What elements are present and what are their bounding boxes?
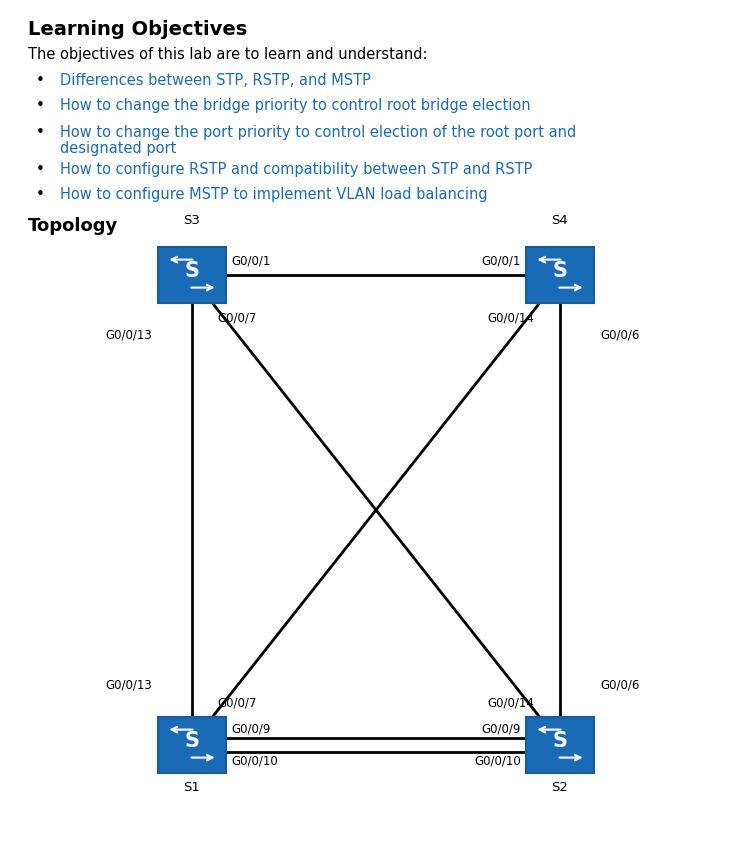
Text: S: S [553, 731, 568, 751]
Text: The objectives of this lab are to learn and understand:: The objectives of this lab are to learn … [28, 47, 427, 62]
Text: G0/0/10: G0/0/10 [231, 755, 277, 768]
Text: S1: S1 [184, 781, 200, 794]
Text: G0/0/6: G0/0/6 [600, 328, 640, 341]
Text: S: S [553, 261, 568, 280]
Text: S: S [184, 731, 200, 751]
FancyBboxPatch shape [158, 717, 226, 773]
FancyBboxPatch shape [526, 247, 594, 303]
Text: G0/0/9: G0/0/9 [482, 722, 521, 735]
Text: G0/0/9: G0/0/9 [231, 722, 271, 735]
Text: G0/0/14: G0/0/14 [488, 696, 534, 709]
Text: •: • [36, 162, 45, 177]
Text: G0/0/1: G0/0/1 [231, 254, 271, 267]
Text: •: • [36, 187, 45, 202]
Text: Topology: Topology [28, 217, 118, 235]
Text: How to configure MSTP to implement VLAN load balancing: How to configure MSTP to implement VLAN … [60, 187, 488, 202]
Text: G0/0/6: G0/0/6 [600, 679, 640, 692]
Text: Differences between STP, RSTP, and MSTP: Differences between STP, RSTP, and MSTP [60, 73, 371, 88]
Text: G0/0/7: G0/0/7 [218, 696, 257, 709]
Text: G0/0/10: G0/0/10 [474, 755, 521, 768]
Text: S2: S2 [552, 781, 569, 794]
Text: How to configure RSTP and compatibility between STP and RSTP: How to configure RSTP and compatibility … [60, 162, 532, 177]
Text: •: • [36, 125, 45, 140]
Text: G0/0/13: G0/0/13 [105, 328, 152, 341]
Text: Learning Objectives: Learning Objectives [28, 20, 247, 39]
Text: S4: S4 [552, 214, 569, 227]
Text: How to change the bridge priority to control root bridge election: How to change the bridge priority to con… [60, 98, 531, 113]
Text: S3: S3 [184, 214, 200, 227]
Text: •: • [36, 98, 45, 113]
Text: designated port: designated port [60, 141, 176, 156]
Text: S: S [184, 261, 200, 280]
FancyBboxPatch shape [158, 247, 226, 303]
Text: G0/0/7: G0/0/7 [218, 311, 257, 324]
Text: How to change the port priority to control election of the root port and: How to change the port priority to contr… [60, 125, 576, 140]
Text: G0/0/13: G0/0/13 [105, 679, 152, 692]
Text: •: • [36, 73, 45, 88]
Text: G0/0/14: G0/0/14 [488, 311, 534, 324]
Text: G0/0/1: G0/0/1 [482, 254, 521, 267]
FancyBboxPatch shape [526, 717, 594, 773]
